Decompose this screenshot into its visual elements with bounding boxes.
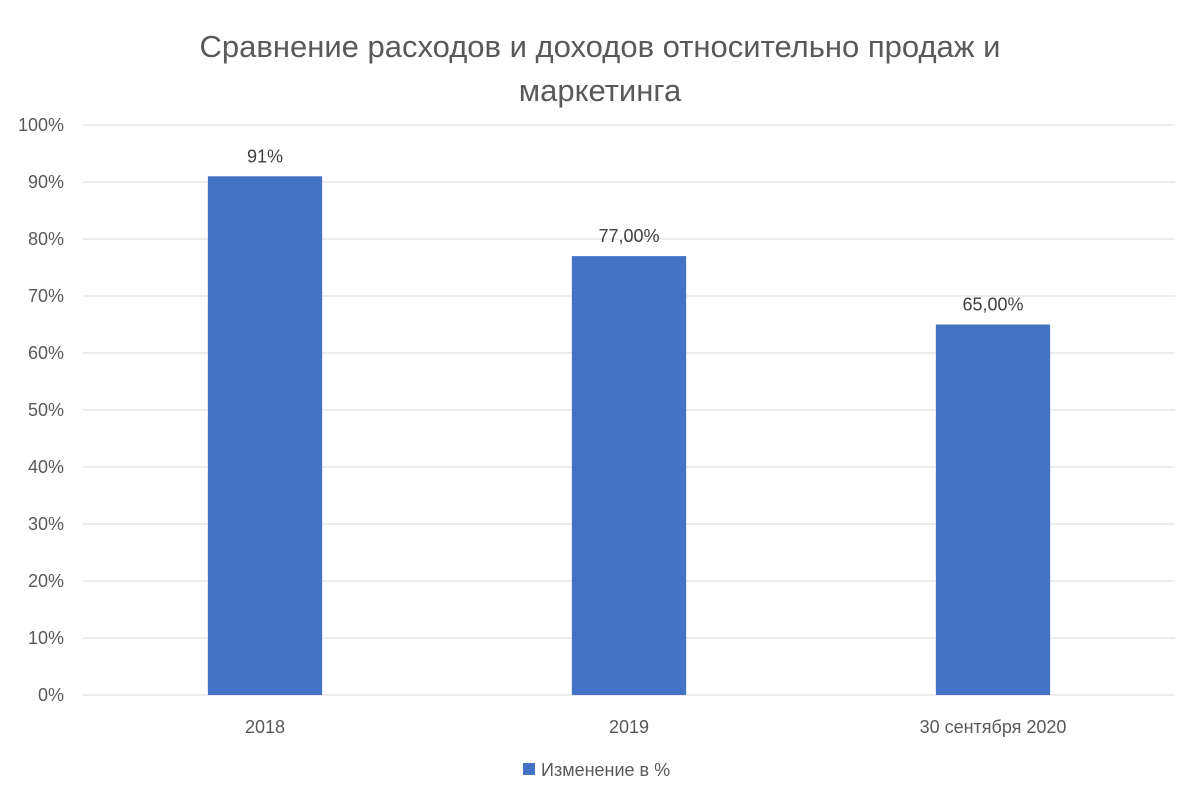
y-tick-label: 0% (38, 685, 64, 705)
bars (207, 176, 1051, 696)
y-tick-label: 50% (28, 400, 64, 420)
y-tick-label: 100% (18, 115, 64, 135)
y-tick-label: 70% (28, 286, 64, 306)
y-axis-tick-labels: 0% 10% 20% 30% 40% 50% 60% 70% 80% 90% 100% (18, 115, 64, 705)
chart-title-line-2: маркетинга (519, 73, 682, 108)
x-axis-category-labels: 2018 2019 30 сентября 2020 (245, 717, 1066, 737)
legend-swatch (523, 763, 535, 775)
data-label: 91% (247, 146, 283, 166)
data-labels: 91% 77,00% 65,00% (247, 146, 1024, 314)
y-tick-label: 30% (28, 514, 64, 534)
data-label: 77,00% (598, 226, 659, 246)
chart-title: Сравнение расходов и доходов относительн… (200, 29, 1001, 108)
bar (207, 176, 323, 696)
chart-title-line-1: Сравнение расходов и доходов относительн… (200, 29, 1001, 64)
legend: Изменение в % (523, 760, 670, 780)
bar (935, 324, 1051, 695)
x-category-label: 2018 (245, 717, 285, 737)
y-tick-label: 60% (28, 343, 64, 363)
legend-label: Изменение в % (541, 760, 670, 780)
x-category-label: 2019 (609, 717, 649, 737)
x-category-label: 30 сентября 2020 (920, 717, 1067, 737)
bar (571, 256, 687, 695)
data-label: 65,00% (962, 295, 1023, 315)
y-tick-label: 80% (28, 229, 64, 249)
y-tick-label: 20% (28, 571, 64, 591)
y-tick-label: 40% (28, 457, 64, 477)
y-tick-label: 10% (28, 628, 64, 648)
y-tick-label: 90% (28, 172, 64, 192)
